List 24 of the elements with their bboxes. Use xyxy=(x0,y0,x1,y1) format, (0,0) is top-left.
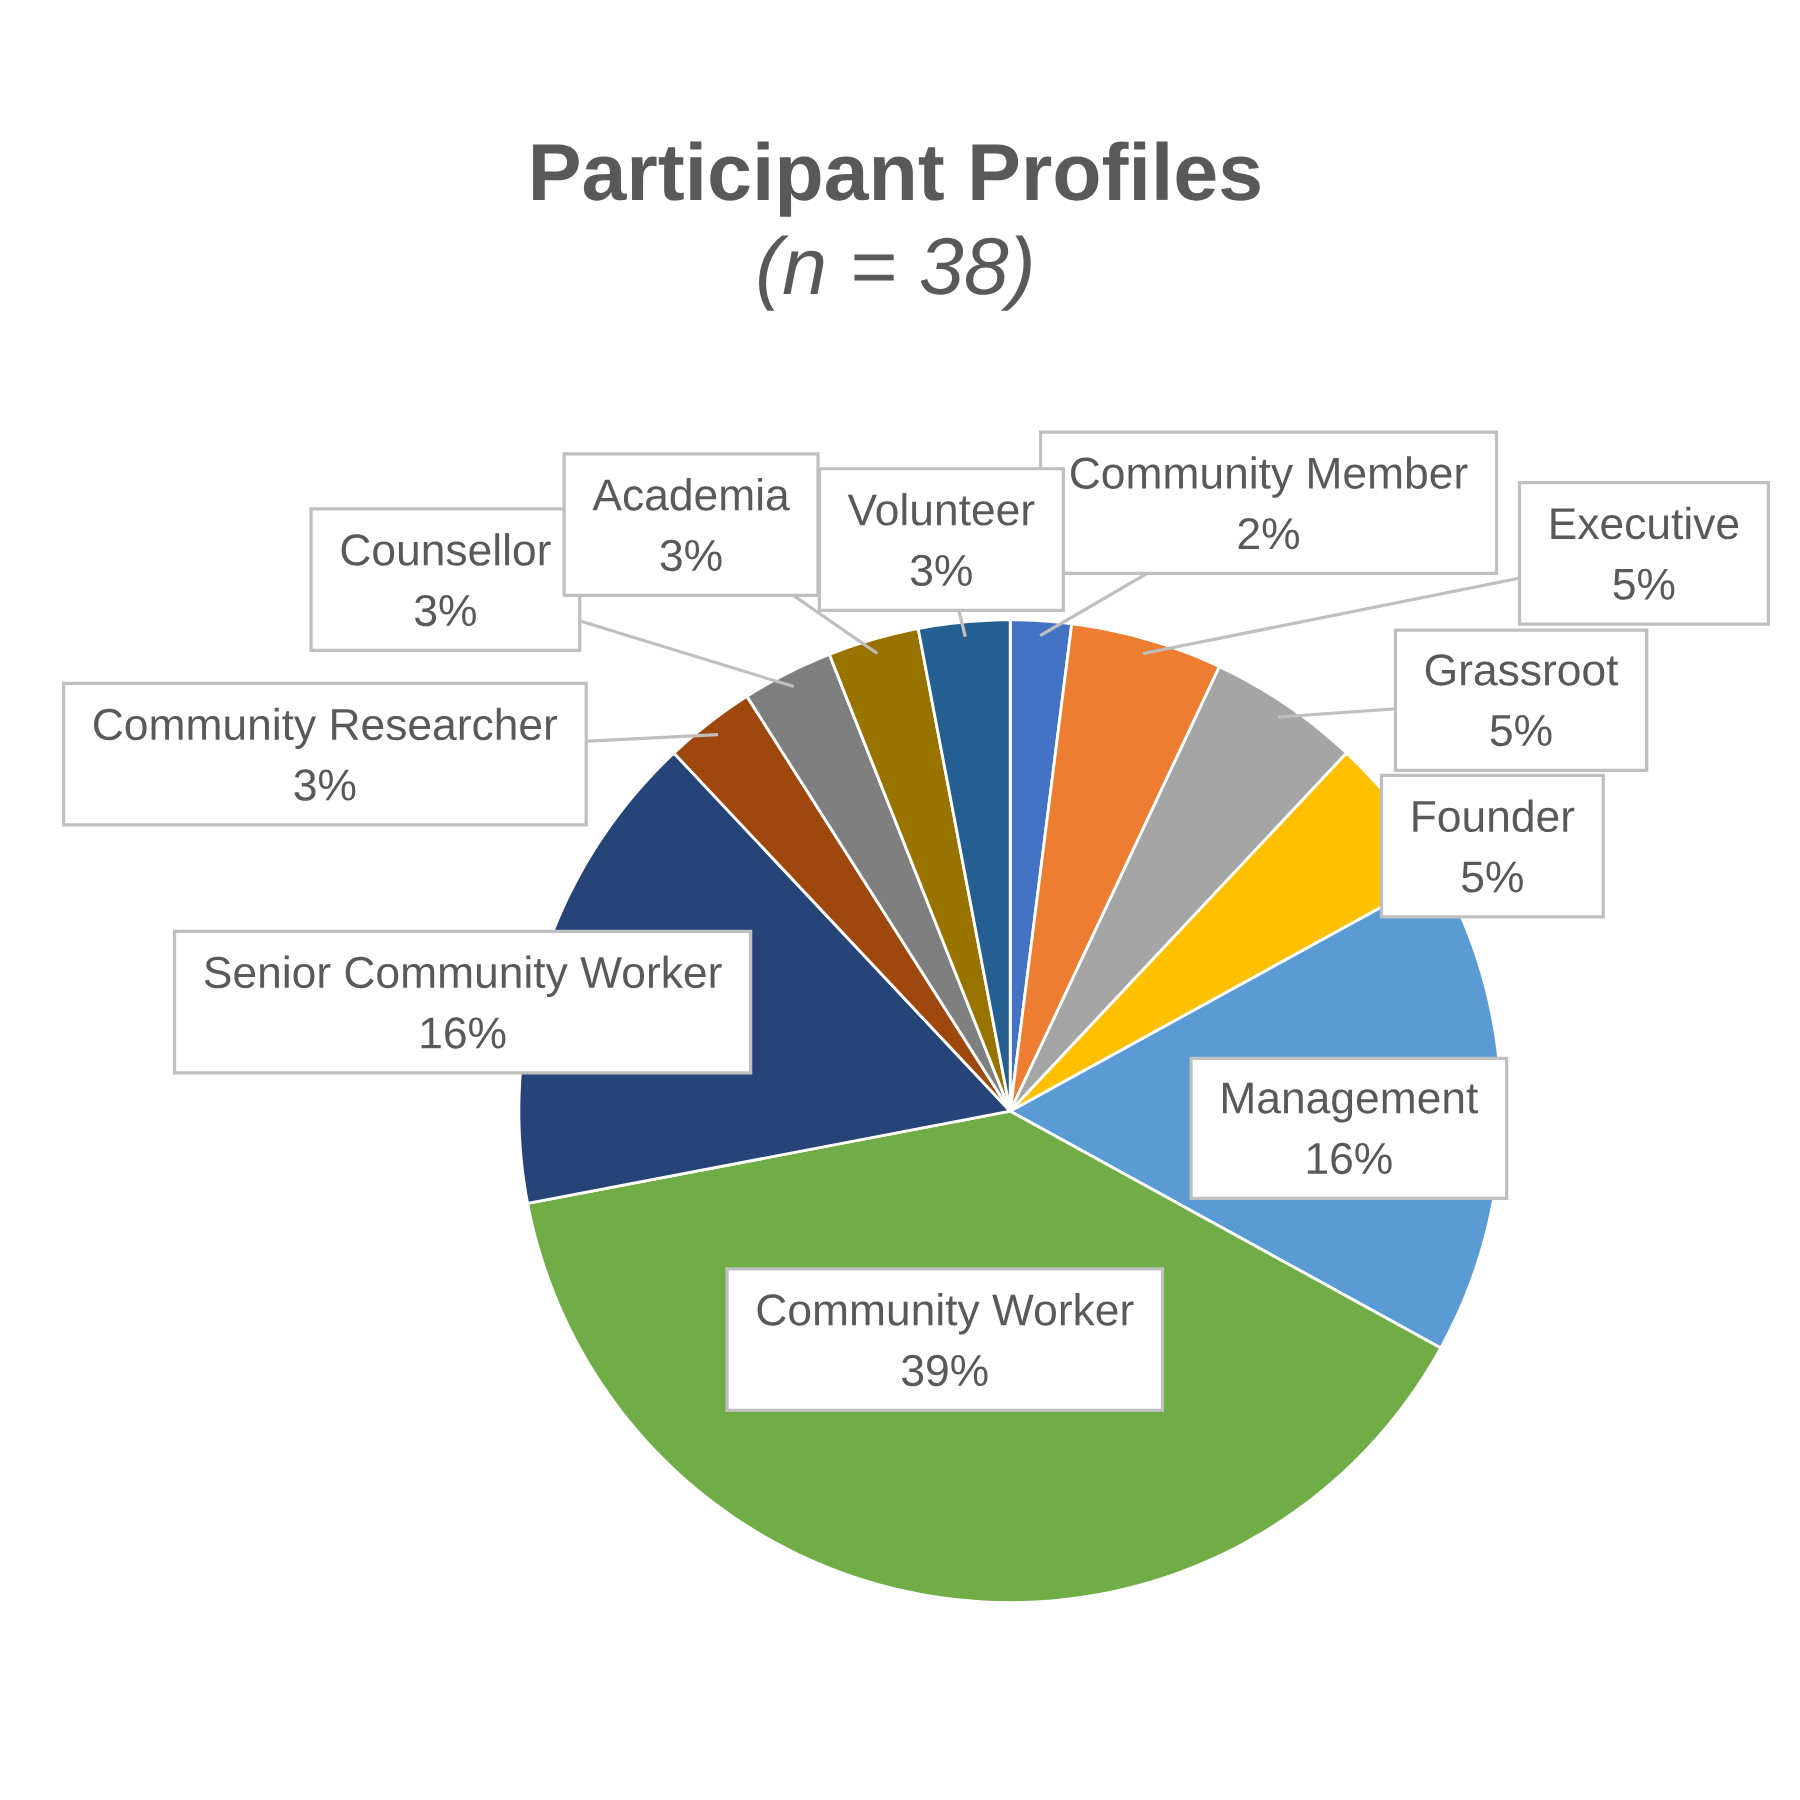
data-label: 5% xyxy=(1462,861,1523,893)
slice-label: Counsellor xyxy=(341,533,551,566)
slice-label: Grassroot xyxy=(1425,654,1619,686)
data-label: 16% xyxy=(421,1017,506,1049)
slice-label: Management xyxy=(1223,1082,1479,1123)
slice-label: Volunteer xyxy=(847,492,1035,526)
slice-label: Community Researcher xyxy=(94,707,558,749)
chart-subtitle: (n = 38) xyxy=(759,235,1031,311)
data-label: 3% xyxy=(910,554,972,587)
data-label: 39% xyxy=(902,1354,988,1387)
slice-label: Community Member xyxy=(1071,456,1468,498)
data-label: 5% xyxy=(1613,568,1675,600)
slice-label: Community Worker xyxy=(757,1293,1134,1335)
slice-label: Academia xyxy=(592,478,790,511)
data-label: 3% xyxy=(660,539,722,572)
slice-label: Senior Community Worker xyxy=(204,955,722,997)
data-label: 16% xyxy=(1307,1142,1392,1175)
chart-title: Participant Profiles xyxy=(533,141,1260,217)
data-label: 3% xyxy=(294,769,356,801)
data-label: 3% xyxy=(415,594,476,627)
slice-label: Founder xyxy=(1413,799,1575,833)
data-label: 5% xyxy=(1490,715,1552,747)
slice-label: Executive xyxy=(1551,506,1739,540)
data-label: 2% xyxy=(1238,518,1299,550)
